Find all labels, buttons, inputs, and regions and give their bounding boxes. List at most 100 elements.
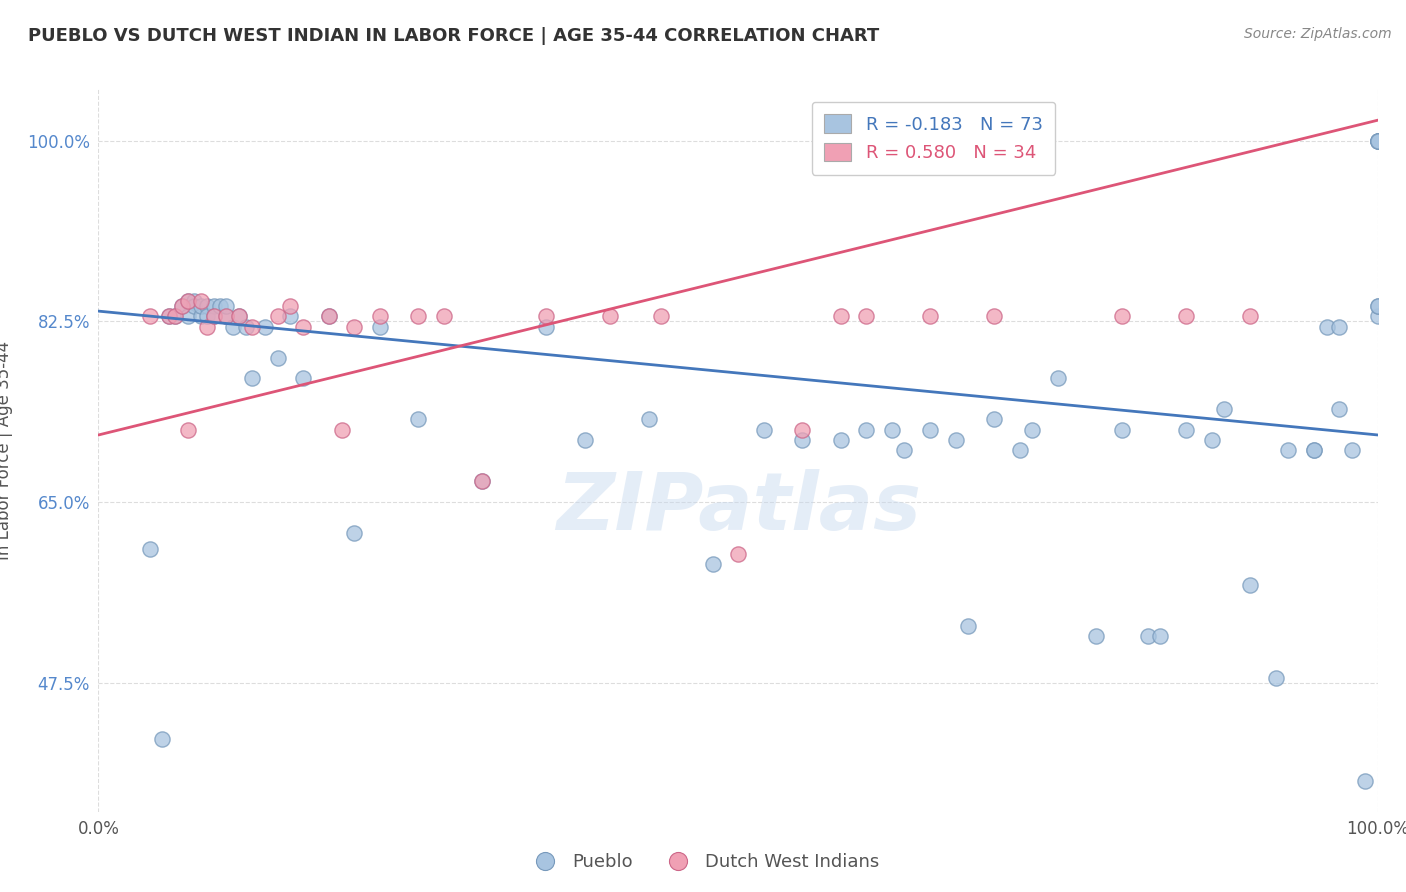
- Point: [893, 443, 915, 458]
- Point: [1174, 423, 1197, 437]
- Legend: Pueblo, Dutch West Indians: Pueblo, Dutch West Indians: [520, 847, 886, 879]
- Point: [266, 310, 288, 324]
- Point: [880, 423, 903, 437]
- Point: [752, 423, 775, 437]
- Point: [1302, 443, 1324, 458]
- Point: [343, 526, 366, 541]
- Point: [1367, 134, 1389, 148]
- Text: Source: ZipAtlas.com: Source: ZipAtlas.com: [1244, 27, 1392, 41]
- Point: [1136, 629, 1159, 643]
- Point: [177, 293, 200, 308]
- Point: [1367, 310, 1389, 324]
- Point: [235, 319, 257, 334]
- Point: [318, 310, 340, 324]
- Point: [1367, 299, 1389, 313]
- Point: [1239, 577, 1261, 591]
- Point: [855, 310, 877, 324]
- Point: [190, 310, 212, 324]
- Point: [1367, 299, 1389, 313]
- Point: [165, 310, 187, 324]
- Point: [471, 475, 494, 489]
- Point: [228, 310, 250, 324]
- Point: [1111, 423, 1133, 437]
- Point: [170, 299, 193, 313]
- Point: [534, 310, 557, 324]
- Point: [1008, 443, 1031, 458]
- Point: [534, 319, 557, 334]
- Point: [183, 299, 205, 313]
- Point: [983, 310, 1005, 324]
- Point: [1149, 629, 1171, 643]
- Point: [727, 547, 749, 561]
- Point: [165, 310, 187, 324]
- Point: [1213, 402, 1236, 417]
- Point: [408, 310, 430, 324]
- Point: [195, 310, 218, 324]
- Point: [253, 319, 276, 334]
- Point: [637, 412, 659, 426]
- Point: [208, 299, 231, 313]
- Point: [157, 310, 180, 324]
- Legend: R = -0.183   N = 73, R = 0.580   N = 34: R = -0.183 N = 73, R = 0.580 N = 34: [811, 102, 1056, 175]
- Point: [1277, 443, 1299, 458]
- Point: [368, 310, 391, 324]
- Point: [240, 319, 263, 334]
- Point: [195, 319, 218, 334]
- Point: [599, 310, 621, 324]
- Point: [222, 319, 245, 334]
- Point: [1329, 402, 1351, 417]
- Point: [278, 310, 301, 324]
- Point: [790, 433, 813, 447]
- Point: [1264, 671, 1286, 685]
- Point: [177, 423, 200, 437]
- Point: [855, 423, 877, 437]
- Point: [170, 299, 193, 313]
- Point: [278, 299, 301, 313]
- Point: [1341, 443, 1364, 458]
- Point: [228, 310, 250, 324]
- Point: [433, 310, 456, 324]
- Point: [1239, 310, 1261, 324]
- Point: [1201, 433, 1223, 447]
- Point: [1302, 443, 1324, 458]
- Point: [702, 557, 724, 571]
- Text: ZIPatlas: ZIPatlas: [555, 469, 921, 548]
- Point: [343, 319, 366, 334]
- Point: [195, 299, 218, 313]
- Point: [1111, 310, 1133, 324]
- Point: [1316, 319, 1339, 334]
- Point: [830, 310, 852, 324]
- Point: [650, 310, 672, 324]
- Point: [292, 319, 315, 334]
- Point: [318, 310, 340, 324]
- Point: [177, 293, 200, 308]
- Point: [1354, 773, 1376, 788]
- Point: [1085, 629, 1108, 643]
- Point: [138, 310, 160, 324]
- Point: [190, 293, 212, 308]
- Point: [983, 412, 1005, 426]
- Point: [1174, 310, 1197, 324]
- Point: [920, 423, 942, 437]
- Point: [152, 732, 174, 747]
- Point: [292, 371, 315, 385]
- Point: [471, 475, 494, 489]
- Point: [202, 310, 225, 324]
- Point: [190, 299, 212, 313]
- Point: [574, 433, 596, 447]
- Point: [920, 310, 942, 324]
- Point: [330, 423, 353, 437]
- Point: [408, 412, 430, 426]
- Point: [202, 299, 225, 313]
- Point: [957, 619, 980, 633]
- Point: [1367, 134, 1389, 148]
- Point: [1046, 371, 1069, 385]
- Point: [215, 310, 238, 324]
- Point: [1367, 134, 1389, 148]
- Point: [157, 310, 180, 324]
- Point: [1367, 134, 1389, 148]
- Point: [790, 423, 813, 437]
- Point: [368, 319, 391, 334]
- Point: [215, 299, 238, 313]
- Text: PUEBLO VS DUTCH WEST INDIAN IN LABOR FORCE | AGE 35-44 CORRELATION CHART: PUEBLO VS DUTCH WEST INDIAN IN LABOR FOR…: [28, 27, 879, 45]
